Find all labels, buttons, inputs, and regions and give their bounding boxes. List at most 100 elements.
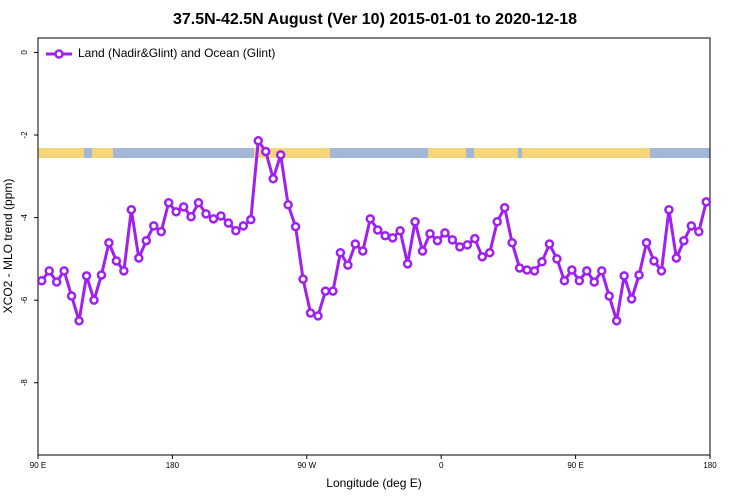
point [552, 254, 562, 264]
point [283, 200, 293, 210]
point [290, 221, 301, 232]
x-tick-label: 180 [166, 461, 180, 470]
point [343, 260, 353, 270]
point [477, 252, 488, 262]
point [148, 221, 159, 231]
point [335, 247, 346, 258]
point [417, 246, 428, 256]
point [596, 266, 607, 276]
point [163, 197, 174, 208]
point [313, 311, 323, 321]
point [686, 221, 697, 231]
point [410, 216, 420, 227]
point [36, 276, 47, 286]
point [492, 216, 502, 227]
point [432, 235, 443, 246]
point [119, 266, 129, 276]
point [51, 277, 62, 287]
point [425, 228, 435, 239]
point [298, 274, 308, 284]
point [514, 263, 525, 273]
point [634, 270, 644, 280]
x-tick-label: 90 W [297, 461, 316, 470]
point [701, 197, 712, 207]
point [522, 265, 532, 275]
point [89, 295, 99, 305]
point [134, 253, 144, 263]
point [671, 253, 682, 263]
point [141, 235, 152, 246]
point [59, 266, 69, 276]
y-tick-label: -4 [20, 213, 29, 221]
x-axis-label: Longitude (deg E) [326, 476, 421, 490]
point [447, 235, 458, 245]
point [649, 256, 659, 266]
point [440, 228, 450, 238]
point [626, 294, 637, 304]
y-tick-label: -2 [20, 131, 29, 139]
point [66, 291, 77, 301]
point [328, 286, 338, 296]
point [350, 239, 361, 249]
point [499, 202, 510, 213]
point [305, 308, 316, 318]
point [223, 218, 234, 228]
y-tick-label: 0 [20, 50, 29, 55]
point [641, 238, 652, 248]
x-tick-label: 90 E [567, 461, 583, 470]
point [611, 316, 622, 326]
point [679, 235, 689, 246]
point [402, 259, 413, 269]
point [171, 207, 181, 217]
point [178, 202, 189, 212]
point [320, 286, 331, 296]
x-tick-label: 90 E [30, 461, 46, 470]
point [484, 247, 495, 258]
plot-frame [37, 37, 711, 456]
point [186, 212, 196, 222]
point [656, 266, 667, 276]
point [208, 214, 219, 224]
point [74, 316, 84, 326]
point [544, 239, 555, 249]
point [231, 226, 241, 236]
point [246, 214, 256, 225]
point [589, 277, 600, 287]
chart-title: 37.5N-42.5N August (Ver 10) 2015-01-01 t… [173, 11, 577, 28]
x-tick-label: 0 [439, 461, 444, 470]
point [380, 231, 390, 241]
point [275, 150, 286, 160]
point [582, 266, 592, 276]
point [238, 221, 249, 231]
point [529, 266, 540, 276]
point [111, 256, 122, 266]
point [537, 257, 547, 267]
point [260, 146, 271, 157]
point [619, 271, 629, 281]
point [567, 265, 577, 275]
point [455, 242, 465, 252]
point [216, 211, 226, 221]
point [559, 276, 570, 286]
x-tick-label: 180 [703, 461, 717, 470]
point [507, 238, 517, 248]
point [44, 266, 54, 276]
point [193, 197, 204, 208]
y-axis-label: XCO2 - MLO trend (ppm) [1, 179, 15, 314]
point [664, 205, 674, 215]
point [694, 226, 704, 237]
point [365, 214, 376, 224]
point [104, 238, 114, 248]
point [387, 233, 398, 243]
y-tick-label: -8 [20, 379, 29, 387]
point [96, 270, 107, 280]
point [470, 233, 480, 244]
point [372, 225, 383, 235]
point [253, 136, 264, 146]
point [574, 276, 585, 286]
point [81, 271, 92, 281]
point [201, 209, 211, 219]
legend-marker [54, 49, 64, 59]
point [358, 246, 368, 256]
